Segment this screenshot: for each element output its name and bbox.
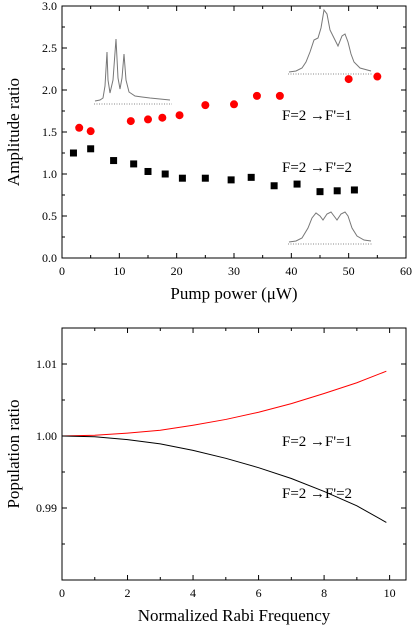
top-x-axis-label: Pump power (μW) bbox=[170, 284, 297, 303]
amplitude-ratio-panel: 0 10 20 30 40 50 60 0.0 0.5 1.0 1.5 2.0 2.5 3.0 Pump… bbox=[4, 0, 412, 303]
f2-to-f2-population-line bbox=[61, 435, 387, 523]
bottom-y-tick-label: 1.00 bbox=[36, 429, 57, 443]
top-x-tick-label: 20 bbox=[171, 264, 183, 278]
f2-to-f2-data-point bbox=[110, 157, 118, 165]
f2-to-f1-data-point bbox=[373, 72, 382, 81]
top-y-axis-label: Amplitude ratio bbox=[4, 78, 23, 186]
top-axis-ticks bbox=[61, 5, 407, 259]
population-ratio-panel: 0 2 4 6 8 10 0.99 1.00 1.01 Normalized Rabi Fre… bbox=[4, 327, 407, 625]
bottom-annotation-f1: F=2 →F'=1 bbox=[282, 434, 352, 450]
inset-spectrum-top-right bbox=[288, 8, 372, 75]
f2-to-f2-data-point bbox=[333, 187, 341, 195]
bottom-axis-ticks bbox=[61, 328, 406, 580]
bottom-x-axis-label: Normalized Rabi Frequency bbox=[138, 606, 331, 625]
f2-to-f1-data-point bbox=[201, 101, 210, 110]
bottom-x-tick-label: 8 bbox=[321, 586, 327, 600]
f2-to-f1-data-point bbox=[158, 113, 167, 122]
f2-to-f2-data-point bbox=[293, 180, 301, 188]
f2-to-f1-data-point bbox=[144, 115, 152, 124]
f2-to-f1-data-point bbox=[230, 100, 238, 109]
f2-to-f2-data-point bbox=[144, 167, 152, 175]
bottom-x-tick-label: 10 bbox=[384, 586, 396, 600]
bottom-y-tick-labels: 0.99 1.00 1.01 bbox=[36, 357, 57, 515]
f2-to-f2-data-point bbox=[161, 170, 169, 178]
f2-to-f1-data-point bbox=[275, 91, 284, 100]
top-x-tick-label: 50 bbox=[343, 264, 355, 278]
f2-to-f1-data-point bbox=[175, 111, 184, 120]
top-x-tick-label: 30 bbox=[228, 264, 240, 278]
f2-to-f1-data-point bbox=[344, 75, 353, 84]
top-y-tick-label: 0.0 bbox=[42, 251, 57, 265]
f2-to-f1-data-point bbox=[75, 123, 84, 132]
inset-spectrum-bottom-right bbox=[288, 211, 372, 245]
f2-to-f2-amplitude-series bbox=[69, 145, 358, 196]
bottom-y-tick-label: 1.01 bbox=[36, 357, 57, 371]
f2-to-f2-data-point bbox=[316, 188, 324, 196]
top-y-tick-label: 2.0 bbox=[42, 83, 57, 97]
top-y-tick-labels: 0.0 0.5 1.0 1.5 2.0 2.5 3.0 bbox=[42, 0, 57, 265]
top-x-tick-labels: 0 10 20 30 40 50 60 bbox=[59, 264, 412, 278]
top-y-tick-label: 1.0 bbox=[42, 167, 57, 181]
f2-to-f2-data-point bbox=[178, 174, 186, 182]
top-y-tick-label: 1.5 bbox=[42, 125, 57, 139]
f2-to-f1-population-line bbox=[61, 370, 387, 437]
bottom-x-tick-label: 6 bbox=[256, 586, 262, 600]
f2-to-f2-data-point bbox=[201, 174, 209, 182]
f2-to-f2-data-point bbox=[69, 149, 77, 157]
top-y-tick-label: 3.0 bbox=[42, 0, 57, 13]
f2-to-f2-data-point bbox=[130, 160, 138, 168]
bottom-y-tick-label: 0.99 bbox=[36, 501, 57, 515]
bottom-annotation-f2: F=2 →F'=2 bbox=[282, 486, 352, 502]
f2-to-f2-data-point bbox=[227, 176, 235, 184]
f2-to-f2-data-point bbox=[87, 145, 95, 153]
bottom-x-tick-label: 4 bbox=[190, 586, 196, 600]
top-annotation-f1: F=2 →F'=1 bbox=[282, 108, 352, 124]
f2-to-f1-data-point bbox=[252, 91, 261, 100]
bottom-x-tick-label: 0 bbox=[59, 586, 65, 600]
top-annotation-f2: F=2 →F'=2 bbox=[282, 160, 352, 176]
top-y-tick-label: 0.5 bbox=[42, 209, 57, 223]
f2-to-f1-data-point bbox=[86, 127, 95, 136]
top-x-tick-label: 0 bbox=[59, 264, 65, 278]
inset-spectrum-left bbox=[94, 38, 172, 105]
population-ratio-curves bbox=[61, 370, 387, 523]
f2-to-f2-data-point bbox=[350, 186, 358, 194]
bottom-plot-frame bbox=[61, 327, 407, 581]
bottom-x-tick-label: 2 bbox=[125, 586, 131, 600]
f2-to-f2-data-point bbox=[247, 173, 255, 181]
f2-to-f1-data-point bbox=[126, 117, 135, 126]
top-x-tick-label: 10 bbox=[113, 264, 125, 278]
top-plot-frame bbox=[61, 5, 407, 259]
f2-to-f2-data-point bbox=[270, 182, 278, 190]
top-y-tick-label: 2.5 bbox=[42, 41, 57, 55]
bottom-x-tick-labels: 0 2 4 6 8 10 bbox=[59, 586, 396, 600]
bottom-y-axis-label: Population ratio bbox=[4, 399, 23, 508]
top-x-tick-label: 40 bbox=[285, 264, 297, 278]
f2-to-f1-amplitude-series bbox=[75, 72, 382, 136]
top-x-tick-label: 60 bbox=[400, 264, 412, 278]
